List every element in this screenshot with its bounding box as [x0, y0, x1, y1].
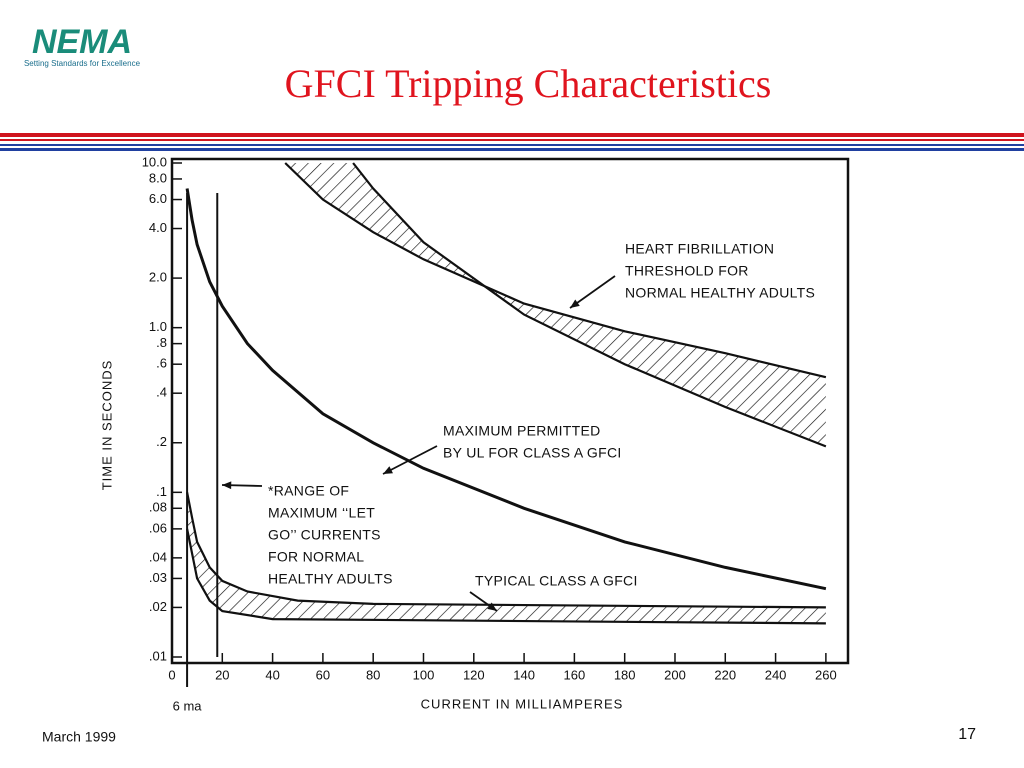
x-tick-label: 120 — [463, 667, 485, 682]
annotation: GO’’ CURRENTS — [268, 527, 381, 543]
x-tick-label: 40 — [265, 667, 279, 682]
curve — [284, 162, 827, 379]
stripe — [0, 139, 1024, 141]
let-go-label: 6 ma — [173, 698, 203, 713]
y-tick-label: .06 — [149, 520, 167, 535]
y-tick-label: .01 — [149, 648, 167, 663]
y-tick-label: .8 — [156, 335, 167, 350]
arrow-head — [487, 602, 497, 611]
y-tick-label: .6 — [156, 356, 167, 371]
annotation: TYPICAL CLASS A GFCI — [475, 573, 638, 589]
annotation: FOR NORMAL — [268, 549, 364, 565]
y-tick-label: .4 — [156, 385, 167, 400]
arrow-shaft — [382, 445, 438, 475]
annotation: HEART FIBRILLATION — [625, 241, 774, 257]
stripe — [0, 133, 1024, 137]
x-tick-label: 240 — [765, 667, 787, 682]
slide-title: GFCI Tripping Characteristics — [285, 61, 772, 106]
y-tick-label: 10.0 — [142, 154, 167, 169]
plot-frame — [170, 157, 850, 665]
y-tick-label: 2.0 — [149, 270, 167, 285]
arrow-head — [383, 466, 393, 474]
y-tick-label: 4.0 — [149, 220, 167, 235]
x-tick-label: 20 — [215, 667, 229, 682]
curve — [186, 492, 826, 609]
annotation: NORMAL HEALTHY ADULTS — [625, 285, 815, 301]
stripe — [0, 144, 1024, 146]
page-number: 17 — [958, 726, 976, 743]
x-tick-label: 80 — [366, 667, 380, 682]
x-tick-label: 140 — [513, 667, 535, 682]
y-tick-label: 8.0 — [149, 170, 167, 185]
logo: NEMA — [32, 23, 132, 61]
annotation: HEALTHY ADULTS — [268, 571, 393, 587]
chart: 10.08.0 6.0 4.0 2.0 1.0.8 .6 .4 .2 .1.08 .06 .04 .0… — [99, 154, 850, 713]
annotation: MAXIMUM ‘‘LET — [268, 505, 375, 521]
x-tick-label: 220 — [714, 667, 736, 682]
y-tick-label: .08 — [149, 500, 167, 515]
arrow-head — [570, 299, 580, 308]
curve — [352, 162, 827, 448]
arrow-head — [222, 481, 232, 490]
y-tick-label: 6.0 — [149, 191, 167, 206]
hatch-band — [285, 163, 826, 447]
x-tick-label: 260 — [815, 667, 837, 682]
annotation: *RANGE OF — [268, 483, 349, 499]
stripe — [0, 148, 1024, 151]
y-axis-label: TIME IN SECONDS — [99, 360, 114, 491]
footer-date: March 1999 — [42, 729, 116, 745]
y-tick-label: .04 — [149, 549, 167, 564]
annotation: THRESHOLD FOR — [625, 263, 749, 279]
x-axis-label: CURRENT IN MILLIAMPERES — [421, 696, 624, 711]
x-tick-label: 160 — [564, 667, 586, 682]
hatch-band — [187, 492, 826, 624]
x-tick-label: 180 — [614, 667, 636, 682]
y-tick-label: .2 — [156, 434, 167, 449]
x-tick-label: 0 — [168, 667, 175, 682]
annotation: BY UL FOR CLASS A GFCI — [443, 445, 622, 461]
curve — [186, 528, 826, 625]
curve — [185, 188, 827, 591]
y-tick-label: .1 — [156, 484, 167, 499]
tagline: Setting Standards for Excellence — [24, 59, 141, 68]
y-tick-label: .03 — [149, 570, 167, 585]
y-tick-label: .02 — [149, 599, 167, 614]
x-tick-label: 100 — [413, 667, 435, 682]
y-tick-label: 1.0 — [149, 319, 167, 334]
x-tick-label: 60 — [316, 667, 330, 682]
x-tick-label: 200 — [664, 667, 686, 682]
annotation: MAXIMUM PERMITTED — [443, 423, 601, 439]
